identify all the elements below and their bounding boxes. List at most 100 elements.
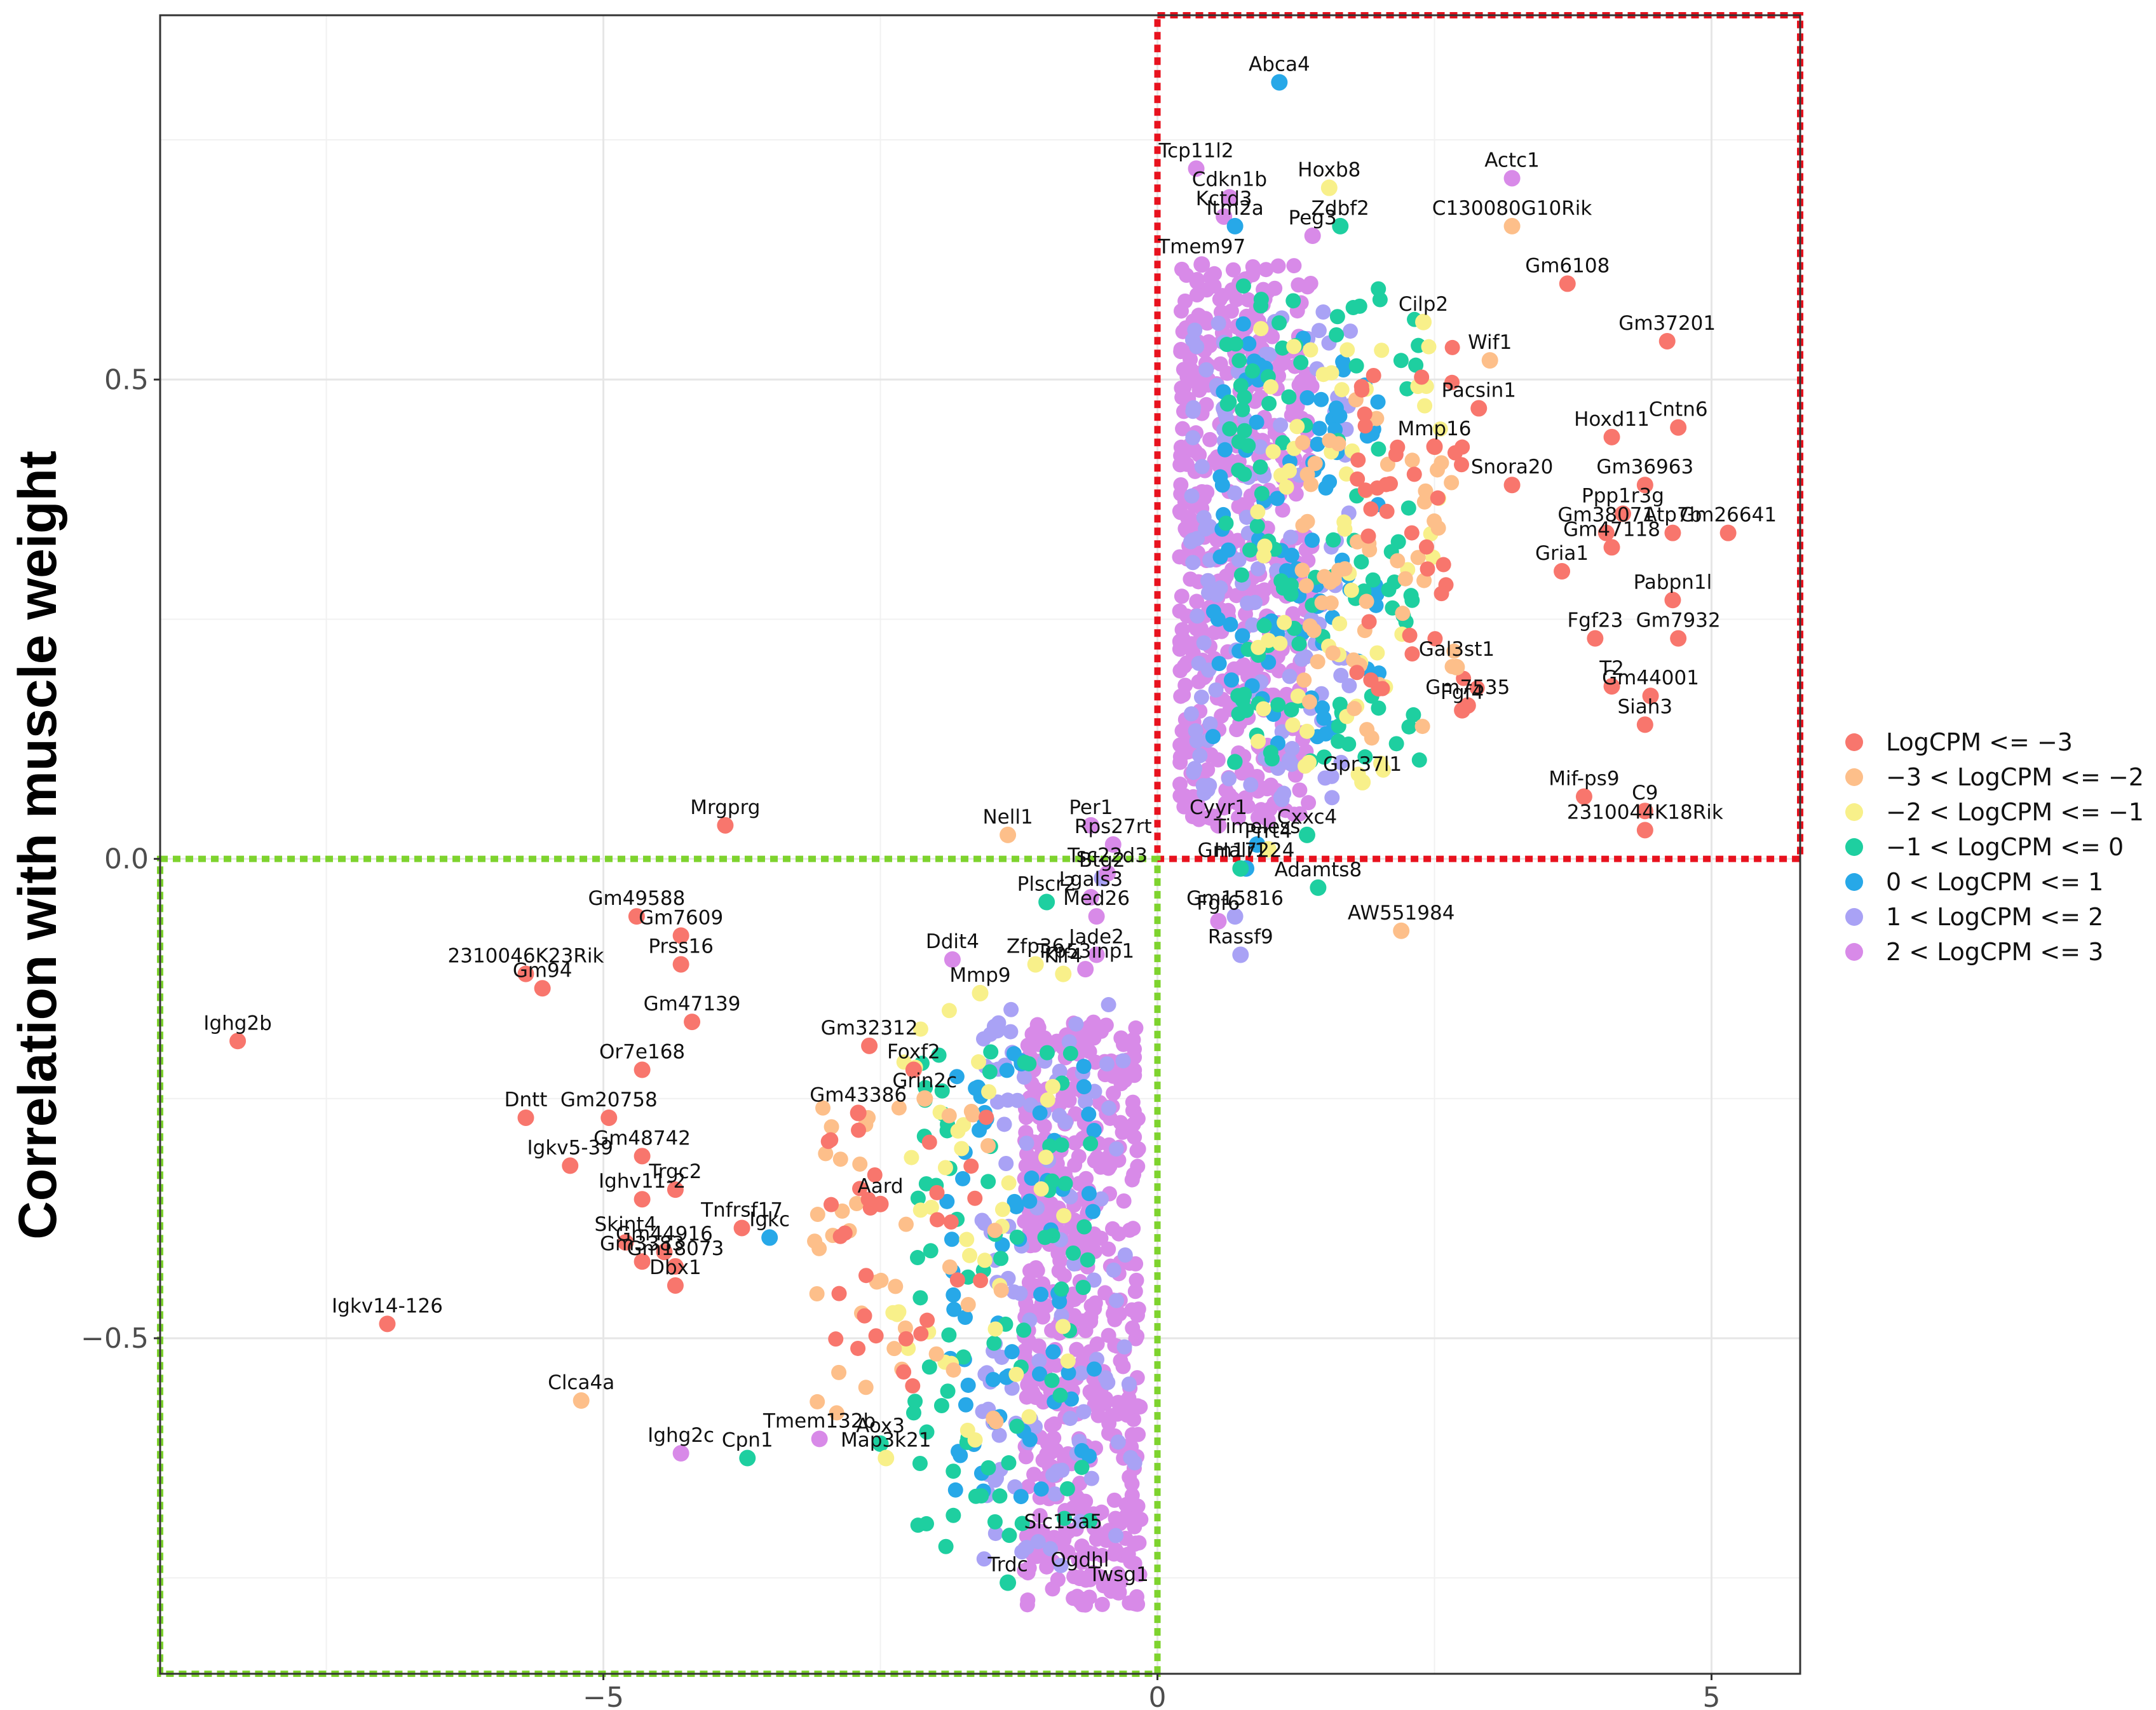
- data-point: [1193, 689, 1209, 705]
- data-point: [1021, 1275, 1037, 1291]
- label-timeless: Timeless: [1214, 815, 1301, 838]
- data-point: [1115, 1359, 1131, 1374]
- data-point: [1116, 1193, 1132, 1209]
- data-point: [1361, 614, 1377, 630]
- data-point: [852, 1156, 868, 1172]
- data-point: [1044, 1418, 1060, 1434]
- data-point: [1314, 595, 1330, 611]
- data-point: [1339, 342, 1355, 358]
- data-point: [1115, 1053, 1131, 1069]
- data-point: [1256, 701, 1271, 717]
- data-point: [1066, 1245, 1081, 1261]
- data-point: [1294, 562, 1310, 578]
- data-point: [939, 1193, 955, 1209]
- point-trgc2: [667, 1181, 684, 1198]
- data-point: [1240, 292, 1256, 308]
- point-aw551984: [1393, 922, 1410, 939]
- data-point: [1278, 686, 1294, 702]
- legend-swatch: [1845, 943, 1863, 961]
- label-gm44001: Gm44001: [1602, 667, 1699, 689]
- data-point: [807, 1233, 823, 1249]
- data-point: [971, 1054, 987, 1070]
- data-point: [1247, 595, 1263, 611]
- data-point: [1284, 702, 1299, 717]
- label-mmp16: Mmp16: [1397, 417, 1471, 440]
- data-point: [885, 1305, 901, 1320]
- label-gm26641: Gm26641: [1679, 504, 1777, 527]
- data-point: [1085, 1546, 1101, 1562]
- label-twsg1: Twsg1: [1088, 1563, 1149, 1586]
- data-point: [987, 1321, 1003, 1337]
- data-point: [929, 1184, 945, 1200]
- data-point: [1324, 365, 1339, 381]
- data-point: [1088, 1531, 1104, 1547]
- point-itm2a: [1226, 217, 1244, 234]
- data-point: [1402, 627, 1418, 643]
- point-gm36963: [1636, 477, 1653, 494]
- data-point: [1410, 550, 1426, 566]
- data-point: [1251, 639, 1266, 655]
- data-point: [1026, 1467, 1042, 1483]
- data-point: [1315, 304, 1331, 320]
- data-point: [1076, 1079, 1092, 1095]
- point-plscr2: [1038, 893, 1055, 911]
- data-point: [1198, 362, 1214, 378]
- data-point: [1081, 1019, 1097, 1035]
- data-point: [1108, 1141, 1124, 1157]
- data-point: [1310, 436, 1325, 452]
- data-point: [1106, 1262, 1122, 1278]
- data-point: [1233, 567, 1249, 583]
- label-tmem97: Tmem97: [1157, 235, 1245, 258]
- data-point: [1326, 571, 1342, 587]
- data-point: [1337, 521, 1353, 537]
- data-point: [1056, 1208, 1072, 1224]
- data-point: [1085, 1565, 1101, 1581]
- data-point: [944, 1232, 959, 1247]
- data-point: [1060, 1544, 1076, 1560]
- data-point: [891, 1100, 907, 1116]
- data-point: [1253, 321, 1269, 337]
- data-point: [1130, 1498, 1146, 1514]
- data-point: [1235, 402, 1251, 417]
- data-point: [1022, 1193, 1038, 1209]
- point-gm20758: [600, 1109, 618, 1126]
- data-point: [1129, 1272, 1144, 1288]
- data-point: [1245, 363, 1261, 379]
- point-cxxc4: [1298, 826, 1315, 843]
- data-point: [824, 1197, 839, 1212]
- data-point: [1282, 668, 1298, 684]
- legend-entry: 1 < LogCPM <= 2: [1886, 903, 2103, 931]
- label-fgf6: Fgf6: [1197, 892, 1240, 915]
- data-point: [851, 1122, 867, 1138]
- data-point: [1029, 1017, 1045, 1033]
- data-point: [1313, 391, 1329, 407]
- data-point: [1454, 457, 1470, 473]
- data-point: [1235, 316, 1251, 332]
- data-point: [1190, 608, 1205, 624]
- data-point: [1227, 754, 1243, 770]
- data-point: [1075, 1279, 1091, 1295]
- data-point: [1302, 618, 1318, 634]
- data-point: [981, 1084, 997, 1100]
- data-point: [1130, 1141, 1146, 1157]
- label-snora20: Snora20: [1471, 456, 1553, 478]
- label-ighg2c: Ighg2c: [647, 1424, 714, 1447]
- data-point: [1203, 747, 1219, 763]
- data-point: [1317, 770, 1333, 786]
- data-point: [1041, 1202, 1057, 1218]
- data-point: [1172, 634, 1188, 650]
- point-skint4: [617, 1234, 634, 1251]
- point-gm3383: [634, 1253, 651, 1270]
- data-point: [1106, 1306, 1122, 1322]
- data-point: [1030, 1534, 1046, 1550]
- legend-swatch: [1845, 873, 1863, 891]
- data-point: [1037, 1230, 1053, 1245]
- data-point: [1269, 491, 1285, 506]
- label-foxf2: Foxf2: [887, 1041, 940, 1064]
- data-point: [1106, 1085, 1122, 1101]
- point-gm37201: [1658, 332, 1676, 349]
- data-point: [1357, 406, 1373, 422]
- label-fgf4: Fgf4: [1441, 681, 1484, 704]
- label-gm3383: Gm3383: [600, 1232, 684, 1255]
